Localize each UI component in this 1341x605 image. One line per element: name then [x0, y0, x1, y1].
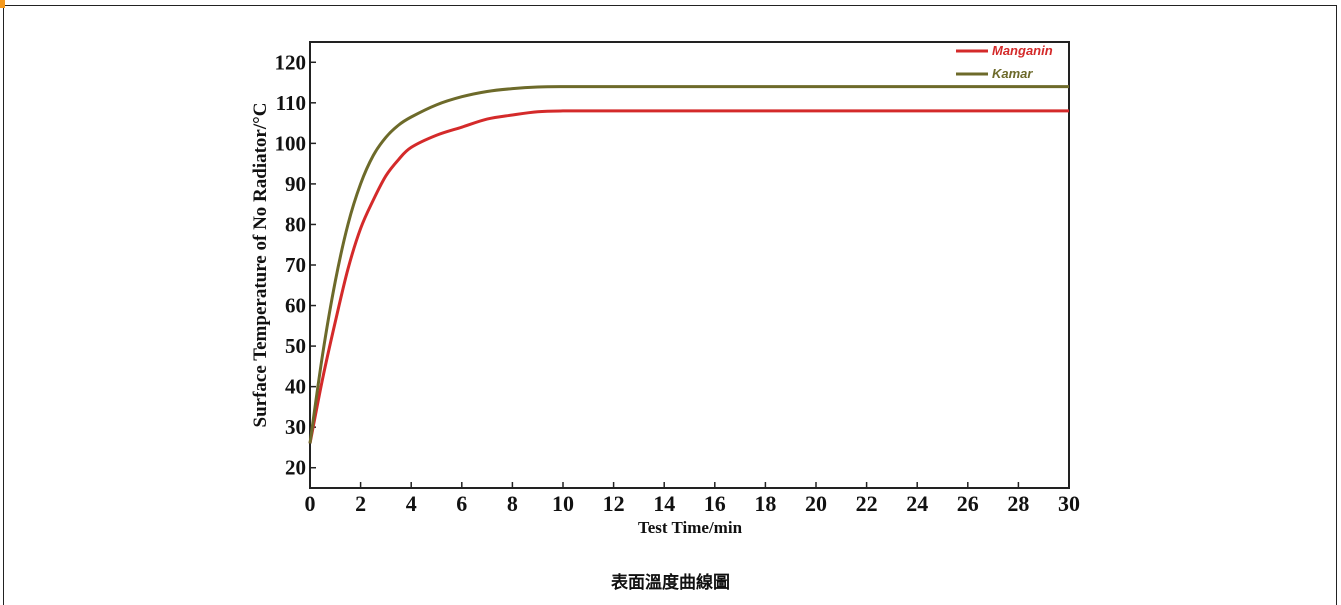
x-tick-label: 12: [603, 491, 625, 516]
legend-label-manganin: Manganin: [992, 43, 1053, 58]
y-tick-label: 20: [285, 456, 306, 480]
y-axis-label: Surface Temperature of No Radiator/°C: [250, 103, 271, 428]
x-axis-label: Test Time/min: [638, 518, 743, 537]
x-tick-label: 4: [406, 491, 417, 516]
x-tick-label: 6: [456, 491, 467, 516]
y-tick-label: 70: [285, 253, 306, 277]
y-tick-label: 100: [275, 131, 307, 155]
figure-caption: 表面溫度曲線圖: [0, 568, 1341, 593]
y-tick-label: 110: [276, 91, 306, 115]
x-tick-label: 8: [507, 491, 518, 516]
x-tick-label: 18: [754, 491, 776, 516]
y-tick-label: 90: [285, 172, 306, 196]
x-tick-label: 20: [805, 491, 827, 516]
x-tick-label: 10: [552, 491, 574, 516]
x-tick-label: 16: [704, 491, 726, 516]
y-tick-label: 80: [285, 212, 306, 236]
x-tick-label: 24: [906, 491, 928, 516]
x-tick-label: 30: [1058, 491, 1080, 516]
y-tick-label: 50: [285, 334, 306, 358]
y-tick-label: 30: [285, 415, 306, 439]
x-tick-label: 22: [856, 491, 878, 516]
x-tick-label: 28: [1007, 491, 1029, 516]
y-tick-label: 60: [285, 294, 306, 318]
x-tick-label: 2: [355, 491, 366, 516]
x-tick-label: 0: [305, 491, 316, 516]
legend-label-kamar: Kamar: [992, 66, 1033, 81]
y-tick-label: 120: [275, 50, 307, 74]
y-tick-label: 40: [285, 375, 306, 399]
x-tick-label: 14: [653, 491, 675, 516]
x-tick-label: 26: [957, 491, 979, 516]
